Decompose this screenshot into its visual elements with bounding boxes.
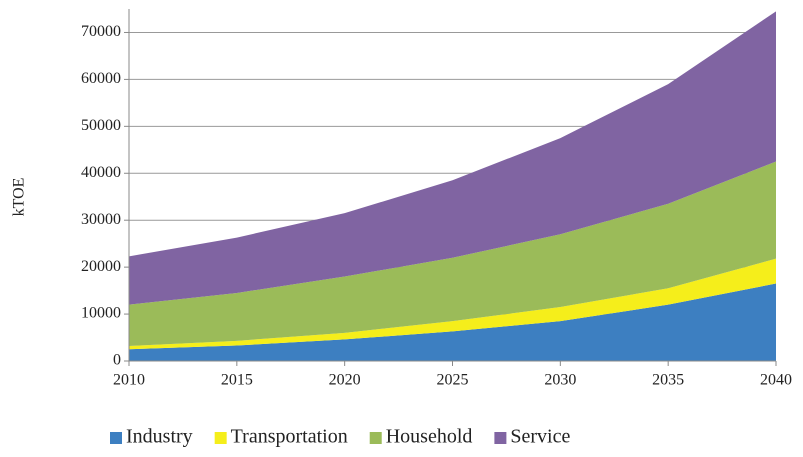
y-tick-label: 70000 bbox=[81, 23, 121, 40]
area bbox=[129, 11, 776, 305]
area bbox=[129, 283, 776, 361]
area bbox=[129, 161, 776, 346]
x-tick-label: 2010 bbox=[113, 372, 145, 389]
x-tick-label: 2025 bbox=[437, 372, 469, 389]
y-tick-label: 10000 bbox=[81, 305, 121, 322]
y-tick-label: 60000 bbox=[81, 70, 121, 87]
legend-label: Household bbox=[386, 426, 473, 448]
x-tick-label: 2020 bbox=[329, 372, 361, 389]
y-tick-label: 50000 bbox=[81, 117, 121, 134]
legend-swatch bbox=[214, 432, 227, 444]
legend-swatch bbox=[110, 432, 122, 444]
legend-swatch bbox=[494, 432, 507, 444]
legend-swatch bbox=[369, 432, 382, 444]
legend-label: Industry bbox=[126, 426, 193, 448]
area bbox=[129, 258, 776, 350]
y-tick-label: 40000 bbox=[81, 164, 121, 181]
y-tick-label: 0 bbox=[113, 352, 121, 369]
y-tick-label: 20000 bbox=[81, 258, 121, 275]
x-tick-label: 2035 bbox=[652, 372, 684, 389]
x-tick-label: 2040 bbox=[760, 372, 792, 389]
legend-label: Service bbox=[510, 426, 570, 448]
x-tick-label: 2015 bbox=[221, 372, 253, 389]
legend-label: Transportation bbox=[231, 426, 348, 448]
x-tick-label: 2030 bbox=[544, 372, 576, 389]
y-tick-label: 30000 bbox=[81, 211, 121, 228]
y-axis-label: kTOE bbox=[11, 178, 28, 217]
